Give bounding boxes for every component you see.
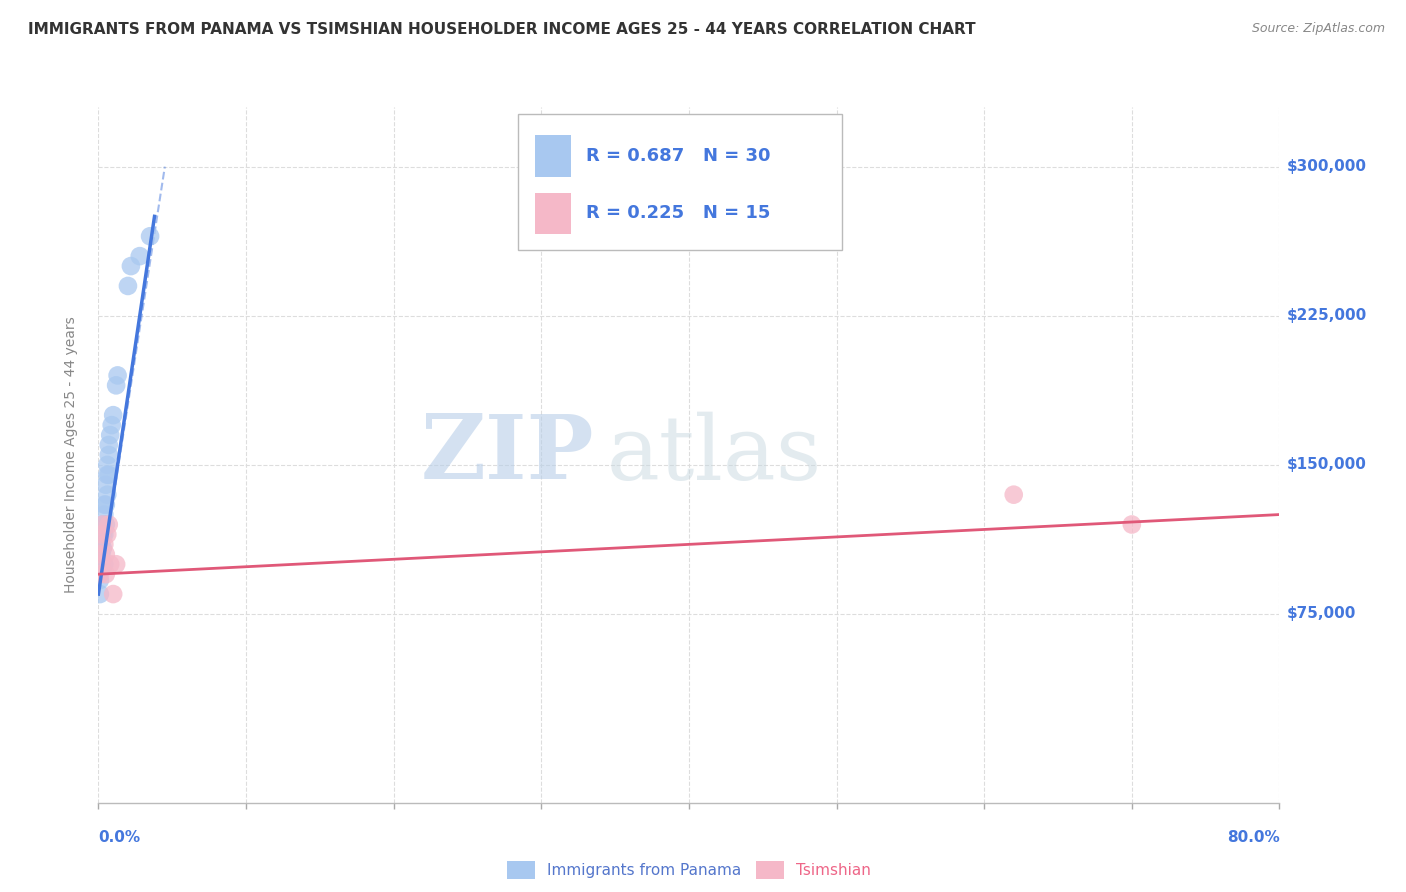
Point xyxy=(107,368,129,383)
Text: $300,000: $300,000 xyxy=(1286,159,1367,174)
Y-axis label: Householder Income Ages 25 - 44 years: Householder Income Ages 25 - 44 years xyxy=(63,317,77,593)
Point xyxy=(90,537,112,551)
Text: 80.0%: 80.0% xyxy=(1226,830,1279,845)
Point xyxy=(89,558,111,572)
Point xyxy=(120,259,142,273)
Point xyxy=(90,527,112,541)
Text: 0.0%: 0.0% xyxy=(98,830,141,845)
Point xyxy=(91,517,114,532)
Point xyxy=(1121,517,1143,532)
Point xyxy=(90,558,112,572)
Point xyxy=(89,587,111,601)
Text: R = 0.225   N = 15: R = 0.225 N = 15 xyxy=(586,204,770,222)
Point xyxy=(96,458,118,472)
Point xyxy=(89,567,111,582)
Point xyxy=(97,448,120,462)
Point xyxy=(90,547,112,561)
Point xyxy=(94,547,117,561)
Point xyxy=(103,408,125,422)
Point xyxy=(103,587,125,601)
FancyBboxPatch shape xyxy=(517,114,842,250)
Point xyxy=(89,573,111,587)
Point xyxy=(97,517,120,532)
Text: Source: ZipAtlas.com: Source: ZipAtlas.com xyxy=(1251,22,1385,36)
Point xyxy=(117,279,139,293)
Point xyxy=(105,558,128,572)
Point xyxy=(96,527,118,541)
Point xyxy=(94,567,117,582)
Point xyxy=(93,498,115,512)
Text: R = 0.687   N = 30: R = 0.687 N = 30 xyxy=(586,147,770,165)
Point xyxy=(93,527,115,541)
Bar xyxy=(536,193,571,235)
Point xyxy=(94,498,117,512)
Text: IMMIGRANTS FROM PANAMA VS TSIMSHIAN HOUSEHOLDER INCOME AGES 25 - 44 YEARS CORREL: IMMIGRANTS FROM PANAMA VS TSIMSHIAN HOUS… xyxy=(28,22,976,37)
Text: ZIP: ZIP xyxy=(420,411,595,499)
Point xyxy=(94,477,117,491)
Point xyxy=(96,488,118,502)
Point xyxy=(93,537,115,551)
Text: $150,000: $150,000 xyxy=(1286,458,1367,473)
Point xyxy=(89,547,111,561)
Point xyxy=(91,517,114,532)
Point xyxy=(98,428,121,442)
Bar xyxy=(536,135,571,177)
Point xyxy=(97,438,120,452)
Point xyxy=(1002,488,1025,502)
Text: atlas: atlas xyxy=(606,411,821,499)
Legend: Immigrants from Panama, Tsimshian: Immigrants from Panama, Tsimshian xyxy=(501,855,877,886)
Point xyxy=(128,249,150,263)
Point xyxy=(97,467,120,482)
Point xyxy=(98,558,121,572)
Text: $225,000: $225,000 xyxy=(1286,309,1367,323)
Point xyxy=(91,527,114,541)
Point xyxy=(139,229,162,244)
Point xyxy=(100,418,122,433)
Point xyxy=(105,378,128,392)
Point xyxy=(91,541,114,556)
Point xyxy=(94,517,117,532)
Point xyxy=(96,467,118,482)
Text: $75,000: $75,000 xyxy=(1286,607,1355,622)
Point xyxy=(93,558,115,572)
Point xyxy=(93,508,115,522)
